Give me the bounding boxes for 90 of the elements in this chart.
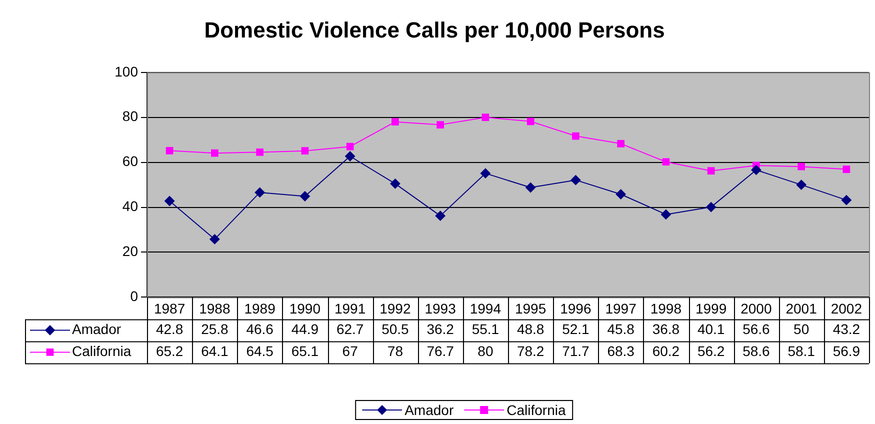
point: [256, 148, 264, 156]
point: [482, 114, 490, 122]
point: [617, 140, 624, 148]
point: [751, 164, 762, 175]
y-tick-label: 0: [130, 288, 138, 304]
x-tick-label: 1997: [605, 300, 637, 316]
data-label: 78: [387, 343, 404, 360]
point: [660, 209, 671, 220]
x-tick-label: 1995: [514, 300, 546, 316]
data-label: 36.8: [652, 321, 680, 338]
point: [526, 118, 534, 126]
x-tick-label: 1988: [199, 300, 230, 316]
data-label: 55.1: [472, 321, 500, 338]
x-tick-label: 1989: [244, 300, 276, 316]
x-tick-label: 2001: [786, 300, 818, 316]
point: [345, 151, 356, 162]
data-label: 65.1: [291, 343, 319, 360]
point: [616, 189, 626, 200]
data-label: 50.5: [382, 321, 410, 338]
data-label: 42.8: [156, 321, 184, 338]
x-tick-label: 1992: [380, 300, 411, 316]
point: [166, 146, 174, 154]
x-tick-label: 1994: [470, 300, 502, 316]
x-tick-label: 1993: [424, 300, 456, 316]
data-label: 67: [342, 343, 358, 360]
point: [390, 178, 400, 189]
data-label: 65.2: [156, 343, 184, 360]
legend-label: California: [72, 343, 132, 360]
point: [572, 132, 580, 140]
point: [570, 175, 581, 186]
data-label: 44.9: [291, 321, 319, 338]
x-tick-label: 1987: [154, 300, 186, 316]
chart-title: Domestic Violence Calls per 10,000 Persons: [204, 17, 665, 42]
y-tick-label: 40: [122, 198, 138, 214]
x-tick-label: 2000: [740, 300, 772, 316]
y-tick-label: 20: [122, 243, 138, 260]
point: [435, 210, 446, 221]
data-label: 60.2: [652, 343, 680, 360]
x-tick-label: 1999: [695, 300, 727, 316]
data-label: 36.2: [426, 321, 454, 338]
point: [210, 234, 220, 244]
x-tick-label: 1990: [289, 300, 321, 316]
data-label: 52.1: [562, 321, 590, 338]
data-label: 76.7: [426, 343, 454, 360]
x-tick-label: 1996: [560, 300, 592, 316]
point: [662, 158, 670, 166]
x-tick-label: 1998: [650, 300, 682, 316]
point: [480, 168, 490, 178]
point: [706, 202, 716, 212]
data-label: 25.8: [201, 321, 229, 338]
point: [841, 195, 852, 206]
point: [526, 182, 536, 192]
data-label: 45.8: [607, 321, 635, 338]
data-label: 58.1: [788, 343, 816, 360]
data-label: 56.9: [832, 343, 860, 360]
data-label: 56.6: [742, 321, 770, 338]
data-label: 58.6: [742, 343, 770, 360]
data-label: 80: [478, 343, 494, 360]
y-tick-label: 80: [122, 108, 138, 124]
y-tick-label: 60: [122, 153, 138, 170]
data-label: 68.3: [607, 343, 635, 360]
data-label: 78.2: [516, 343, 544, 360]
y-tick-label: 100: [114, 63, 138, 80]
point: [211, 149, 218, 157]
data-label: 71.7: [562, 343, 590, 360]
legend-label: Amador: [72, 321, 122, 338]
data-label: 40.1: [697, 321, 725, 338]
point: [798, 162, 805, 170]
data-label: 46.6: [246, 321, 274, 338]
point: [346, 142, 354, 150]
data-label: 64.1: [201, 343, 229, 360]
data-label: 43.2: [832, 321, 860, 338]
data-label: 56.2: [697, 343, 725, 360]
x-tick-label: 2002: [830, 300, 862, 316]
point: [300, 191, 310, 202]
data-label: 50: [794, 321, 810, 338]
data-label: 48.8: [516, 321, 544, 338]
point: [301, 147, 309, 155]
text: Amador: [404, 402, 454, 418]
point: [842, 166, 850, 173]
data-label: 62.7: [336, 321, 364, 338]
point: [707, 167, 715, 175]
point: [796, 180, 806, 190]
point: [254, 187, 265, 198]
point: [164, 196, 175, 206]
data-label: 64.5: [246, 343, 274, 360]
text: California: [506, 402, 566, 418]
point: [436, 121, 444, 128]
x-tick-label: 1991: [334, 300, 366, 316]
point: [392, 118, 399, 126]
